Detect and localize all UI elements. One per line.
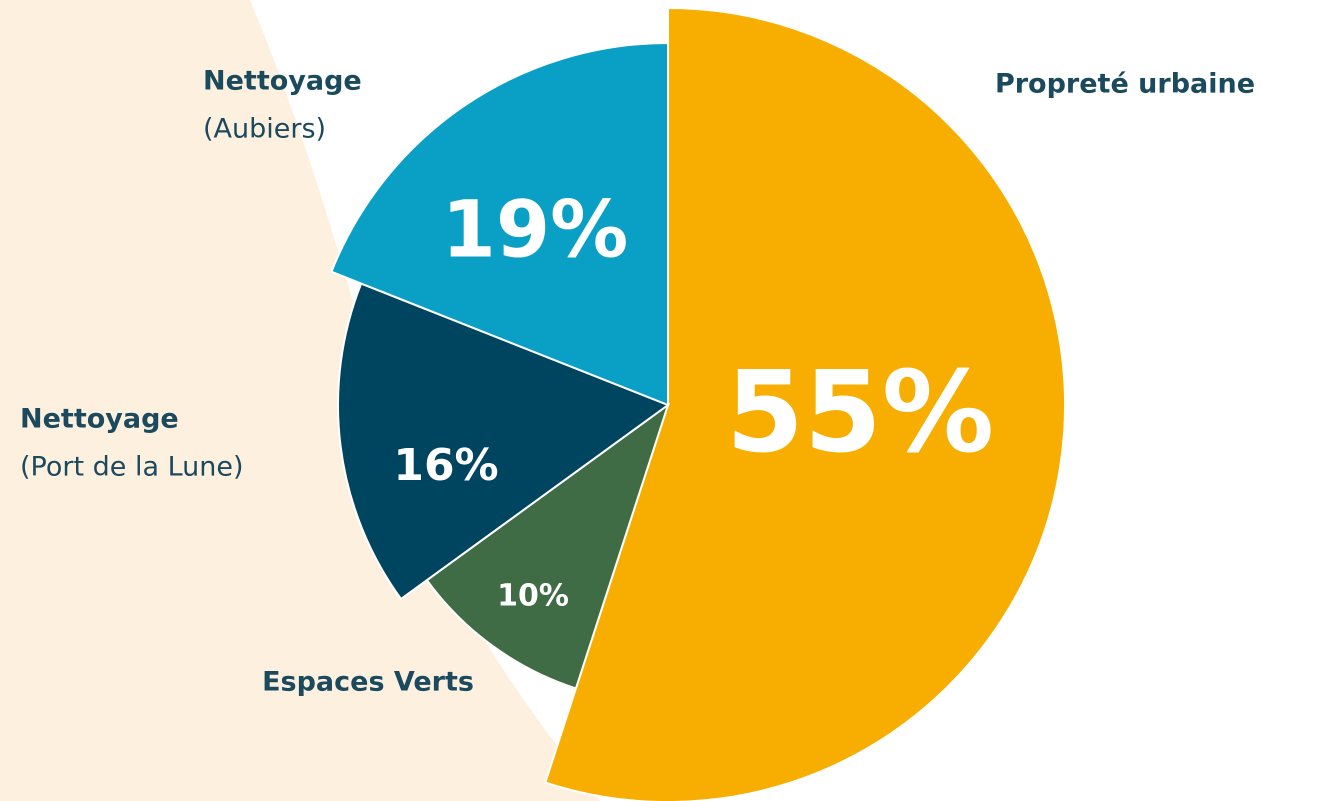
pie-slice bbox=[330, 41, 669, 407]
value-label: 19% bbox=[442, 185, 629, 275]
value-label: 10% bbox=[497, 579, 569, 614]
category-label: Espaces Verts bbox=[262, 667, 474, 698]
value-label: 55% bbox=[726, 348, 994, 478]
category-detail: (Aubiers) bbox=[203, 114, 326, 145]
category-label: Propreté urbaine bbox=[995, 69, 1255, 100]
pie-slice bbox=[544, 6, 1066, 801]
category-detail: (Port de la Lune) bbox=[20, 452, 244, 483]
value-label: 16% bbox=[393, 440, 498, 491]
category-label: Nettoyage bbox=[20, 404, 179, 435]
category-label: Nettoyage bbox=[203, 66, 362, 97]
pie-slice bbox=[337, 282, 671, 601]
pie-slice bbox=[425, 402, 670, 690]
